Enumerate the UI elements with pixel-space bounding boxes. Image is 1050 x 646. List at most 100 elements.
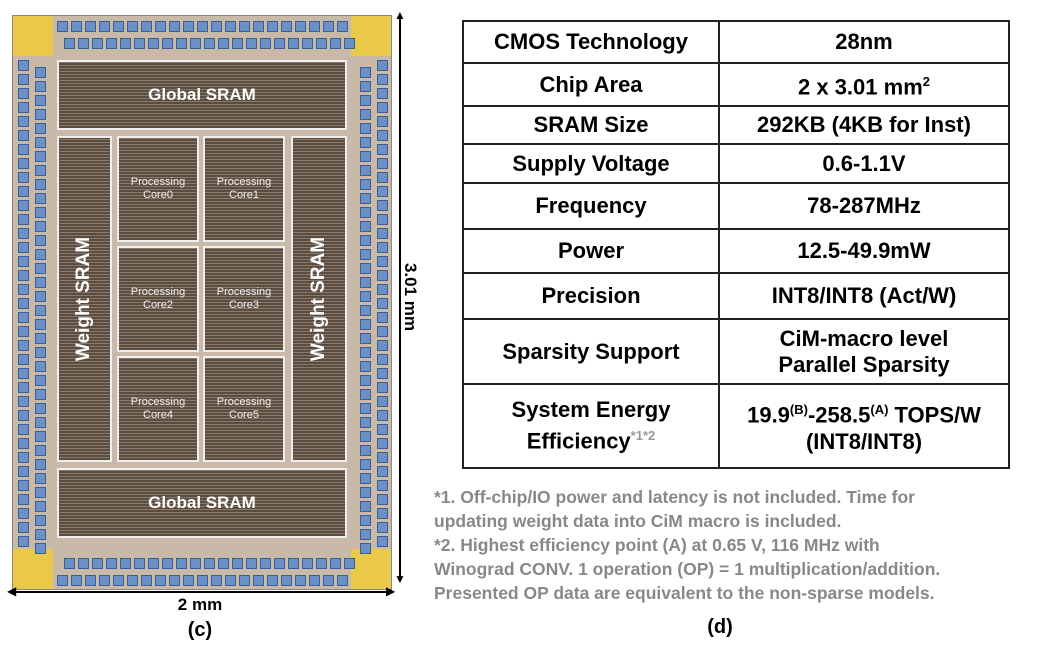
- bond-pad: [302, 38, 313, 49]
- bond-pad: [377, 438, 388, 449]
- weight-sram-label: Weight SRAM: [73, 236, 95, 362]
- bond-pad: [35, 319, 46, 330]
- bond-pad: [360, 417, 371, 428]
- bond-pad: [377, 396, 388, 407]
- bond-pad: [360, 81, 371, 92]
- bond-pad: [377, 410, 388, 421]
- core-label: Processing: [130, 286, 186, 298]
- bond-pad: [204, 38, 215, 49]
- bond-pad: [225, 21, 236, 32]
- spec-table: CMOS Technology 28nm Chip Area 2 x 3.01 mm…: [462, 20, 1010, 469]
- bond-pad: [377, 284, 388, 295]
- bond-pad: [239, 21, 250, 32]
- bond-pad: [18, 438, 29, 449]
- bond-pad: [267, 575, 278, 586]
- superscript: (B): [789, 402, 808, 418]
- bond-pad: [148, 38, 159, 49]
- bond-pad: [197, 575, 208, 586]
- processing-core-5: Processing Core5: [203, 356, 285, 462]
- bond-pad: [337, 21, 348, 32]
- bond-pad: [360, 221, 371, 232]
- processing-core-2: Processing Core2: [117, 246, 199, 352]
- bond-pad: [18, 186, 29, 197]
- bond-pad: [35, 193, 46, 204]
- bond-pad: [377, 102, 388, 113]
- value-text: 19.9: [747, 402, 790, 428]
- bond-pad: [260, 38, 271, 49]
- bond-pad: [377, 270, 388, 281]
- bond-pad: [225, 575, 236, 586]
- footnotes: *1. Off-chip/IO power and latency is not…: [434, 485, 1049, 605]
- bond-pad: [113, 21, 124, 32]
- bond-pad: [18, 452, 29, 463]
- bond-pad: [360, 543, 371, 554]
- bond-pad: [18, 200, 29, 211]
- bond-pad: [377, 88, 388, 99]
- bond-pad: [35, 417, 46, 428]
- arrow-up-icon: ▲: [394, 8, 406, 22]
- bond-pad: [18, 214, 29, 225]
- spec-label: System Energy Efficiency*1*2: [462, 383, 720, 469]
- bond-pad: [360, 235, 371, 246]
- table-row: System Energy Efficiency*1*2 19.9(B)-258.…: [462, 383, 1010, 469]
- table-row: Chip Area 2 x 3.01 mm2: [462, 62, 1010, 107]
- bond-pad: [295, 575, 306, 586]
- spec-label: Frequency: [462, 182, 720, 230]
- bond-pad: [35, 235, 46, 246]
- bond-pad: [18, 340, 29, 351]
- bond-pad: [18, 102, 29, 113]
- bond-pad: [360, 179, 371, 190]
- spec-value: CiM-macro level Parallel Sparsity: [718, 318, 1010, 385]
- bond-pad: [35, 263, 46, 274]
- value-line: (INT8/INT8): [805, 428, 923, 454]
- bond-pad: [360, 249, 371, 260]
- bond-pad: [253, 21, 264, 32]
- bond-pad: [18, 382, 29, 393]
- arrow-right-icon: ▶: [386, 584, 396, 598]
- global-sram-top: Global SRAM: [57, 60, 347, 130]
- bond-pad: [35, 221, 46, 232]
- bond-pad: [360, 445, 371, 456]
- bond-pad: [35, 291, 46, 302]
- bond-pad: [288, 558, 299, 569]
- bond-pad: [18, 522, 29, 533]
- bond-pad: [141, 21, 152, 32]
- footnote-line: *1. Off-chip/IO power and latency is not…: [434, 487, 915, 507]
- value-text: -258.5: [807, 402, 871, 428]
- core-label: Core0: [143, 189, 173, 201]
- bond-pad: [92, 558, 103, 569]
- core-label: Processing: [216, 286, 272, 298]
- bond-pad: [35, 179, 46, 190]
- bond-pad: [377, 172, 388, 183]
- spec-value: 19.9(B)-258.5(A) TOPS/W (INT8/INT8): [718, 383, 1010, 469]
- bond-pad: [232, 558, 243, 569]
- table-row: SRAM Size 292KB (4KB for Inst): [462, 105, 1010, 145]
- label-line: System Energy: [511, 397, 671, 423]
- bond-pad: [18, 144, 29, 155]
- bond-pad: [377, 312, 388, 323]
- bond-pad: [377, 424, 388, 435]
- spec-value: 292KB (4KB for Inst): [718, 105, 1010, 145]
- bond-pad: [360, 123, 371, 134]
- bond-pad: [360, 487, 371, 498]
- bond-pad: [78, 558, 89, 569]
- bond-pad: [18, 312, 29, 323]
- table-row: Sparsity Support CiM-macro level Parallel …: [462, 318, 1010, 385]
- bond-pad: [360, 333, 371, 344]
- bond-pad: [218, 38, 229, 49]
- bond-pad: [377, 522, 388, 533]
- bond-pad: [360, 277, 371, 288]
- bond-pad: [183, 21, 194, 32]
- bond-pad: [35, 473, 46, 484]
- bond-pad: [377, 158, 388, 169]
- bond-pad: [337, 575, 348, 586]
- bond-pad: [35, 445, 46, 456]
- spec-value: INT8/INT8 (Act/W): [718, 272, 1010, 320]
- bond-pad: [35, 207, 46, 218]
- bond-pad: [377, 242, 388, 253]
- figure-caption-c: (c): [187, 619, 213, 641]
- bond-pad: [35, 431, 46, 442]
- bond-pad: [35, 347, 46, 358]
- bond-pad: [127, 21, 138, 32]
- table-row: CMOS Technology 28nm: [462, 20, 1010, 64]
